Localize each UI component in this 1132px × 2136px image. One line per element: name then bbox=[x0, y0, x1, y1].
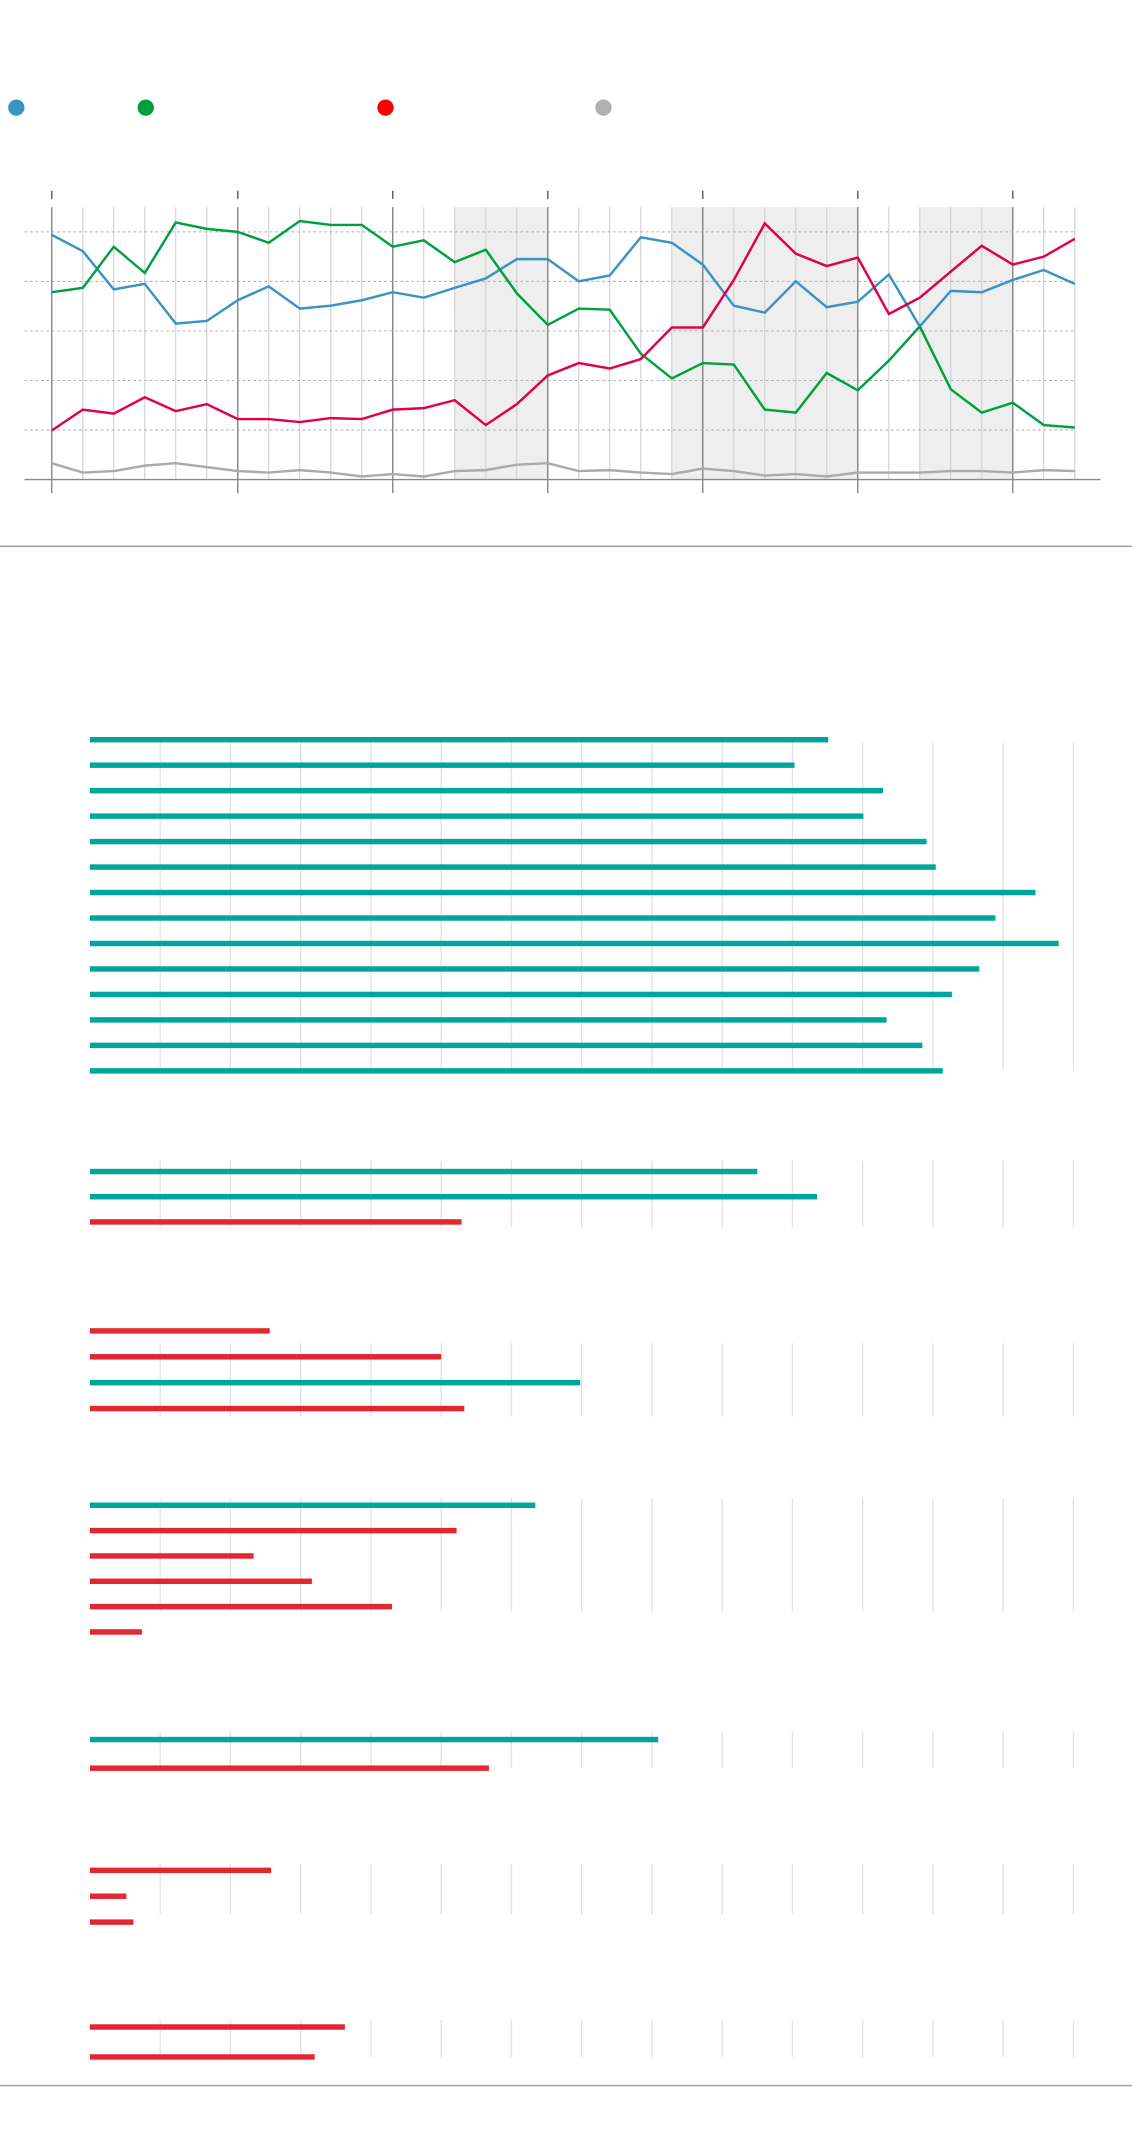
bar bbox=[89, 838, 927, 845]
bar bbox=[89, 940, 1059, 947]
bar bbox=[89, 1405, 465, 1412]
legend-marker bbox=[595, 99, 612, 116]
bar bbox=[89, 1354, 442, 1360]
bar bbox=[89, 1168, 758, 1175]
bar bbox=[89, 1328, 270, 1334]
bar bbox=[89, 1553, 254, 1559]
bar bbox=[89, 1042, 923, 1049]
bar bbox=[89, 1379, 581, 1386]
bar bbox=[89, 813, 864, 819]
series-line bbox=[51, 219, 1075, 429]
shaded-period bbox=[454, 207, 548, 480]
bar bbox=[89, 864, 936, 870]
bar bbox=[89, 787, 884, 794]
bar bbox=[89, 1017, 887, 1023]
bar bbox=[89, 1919, 134, 1925]
bar bbox=[89, 1502, 536, 1508]
bar bbox=[89, 1527, 457, 1534]
bar bbox=[89, 991, 952, 998]
series-line bbox=[51, 221, 1076, 432]
series-line bbox=[51, 461, 1075, 478]
bar bbox=[89, 1068, 943, 1074]
bar bbox=[89, 1765, 489, 1771]
bar bbox=[89, 1893, 127, 1899]
legend-marker bbox=[137, 99, 154, 116]
bar bbox=[89, 1194, 818, 1200]
bar bbox=[89, 1603, 392, 1610]
bar bbox=[89, 1867, 272, 1874]
bar bbox=[89, 1578, 312, 1585]
bar bbox=[89, 736, 829, 743]
bar bbox=[89, 762, 795, 768]
bar bbox=[89, 1219, 462, 1225]
legend-marker bbox=[377, 99, 394, 116]
legend-marker bbox=[8, 99, 25, 116]
bar bbox=[89, 2024, 345, 2030]
series-line bbox=[51, 233, 1076, 329]
bar bbox=[89, 966, 980, 972]
shaded-period bbox=[919, 207, 1013, 480]
bar bbox=[89, 889, 1036, 896]
bar bbox=[89, 1736, 659, 1743]
bar bbox=[89, 915, 996, 921]
bar bbox=[89, 1629, 142, 1635]
bar bbox=[89, 2054, 315, 2060]
